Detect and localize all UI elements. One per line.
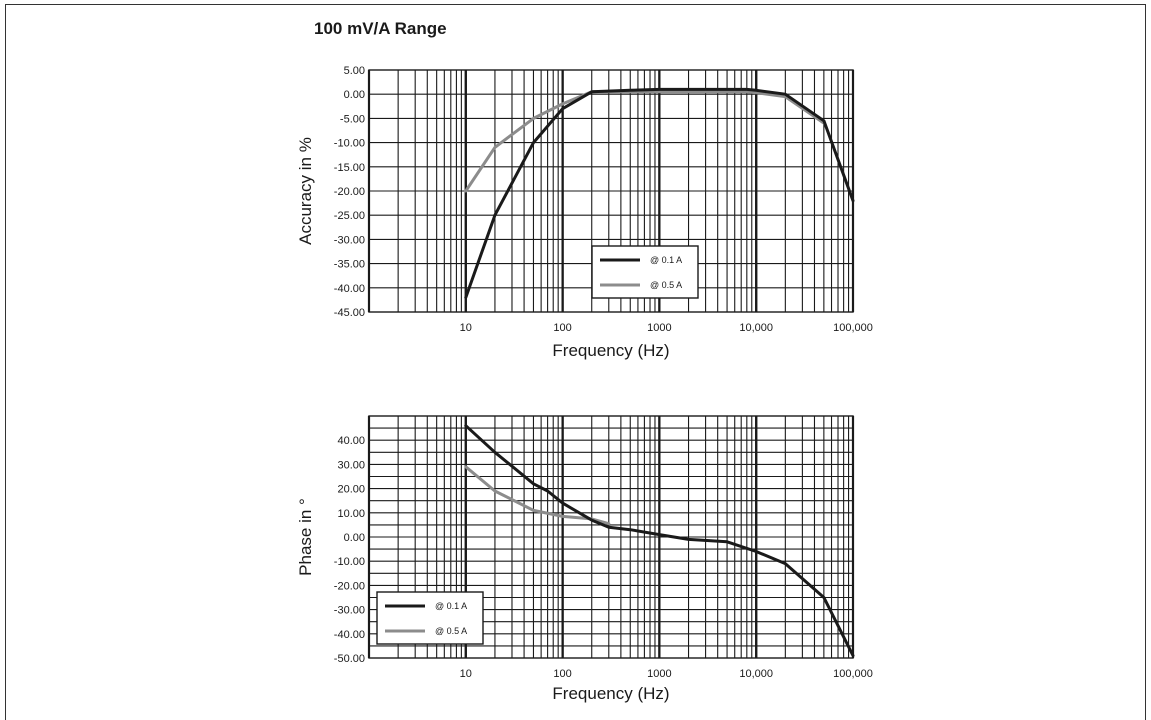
- y-tick-label: -30.00: [334, 234, 365, 246]
- y-axis-title: Accuracy in %: [296, 137, 315, 245]
- figure-title: 100 mV/A Range: [314, 19, 447, 38]
- y-tick-label: -30.00: [334, 605, 365, 617]
- y-tick-label: 30.00: [337, 459, 365, 471]
- series-line-2: [464, 465, 611, 526]
- x-tick-label: 100,000: [833, 668, 873, 680]
- y-tick-label: -10.00: [334, 138, 365, 150]
- y-axis-title: Phase in °: [296, 498, 315, 576]
- series-line-1: [464, 424, 855, 658]
- figure-frame: [5, 4, 1146, 720]
- y-tick-label: -5.00: [340, 113, 365, 125]
- x-tick-label: 10: [460, 322, 472, 334]
- y-tick-label: -15.00: [334, 162, 365, 174]
- x-tick-label: 100,000: [833, 322, 873, 334]
- y-tick-label: 0.00: [344, 532, 365, 544]
- x-axis-title: Frequency (Hz): [552, 341, 669, 360]
- y-tick-label: -45.00: [334, 307, 365, 319]
- y-tick-label: -20.00: [334, 580, 365, 592]
- y-tick-label: -20.00: [334, 186, 365, 198]
- y-tick-label: -40.00: [334, 629, 365, 641]
- y-tick-label: 0.00: [344, 89, 365, 101]
- y-tick-label: -40.00: [334, 283, 365, 295]
- x-tick-label: 100: [553, 668, 571, 680]
- legend-box: [376, 591, 484, 645]
- legend-box: [591, 245, 699, 299]
- y-tick-label: 10.00: [337, 508, 365, 520]
- y-tick-label: -35.00: [334, 259, 365, 271]
- y-tick-label: 5.00: [344, 65, 365, 77]
- x-tick-label: 100: [553, 322, 571, 334]
- x-tick-label: 10,000: [739, 322, 773, 334]
- series-line-1: [464, 87, 855, 299]
- y-tick-label: -50.00: [334, 653, 365, 665]
- x-axis-title: Frequency (Hz): [552, 684, 669, 703]
- plot-area-border: [368, 69, 854, 313]
- x-tick-label: 1000: [647, 322, 671, 334]
- y-tick-label: -10.00: [334, 556, 365, 568]
- plot-area-border: [368, 415, 854, 659]
- y-tick-label: -25.00: [334, 210, 365, 222]
- series-line-2: [464, 90, 826, 193]
- y-tick-label: 40.00: [337, 435, 365, 447]
- legend-label-2: @ 0.5 A: [435, 626, 467, 636]
- x-tick-label: 10: [460, 668, 472, 680]
- legend-label-1: @ 0.1 A: [650, 255, 682, 265]
- y-tick-label: 20.00: [337, 484, 365, 496]
- x-tick-label: 1000: [647, 668, 671, 680]
- legend-label-2: @ 0.5 A: [650, 280, 682, 290]
- legend-label-1: @ 0.1 A: [435, 601, 467, 611]
- x-tick-label: 10,000: [739, 668, 773, 680]
